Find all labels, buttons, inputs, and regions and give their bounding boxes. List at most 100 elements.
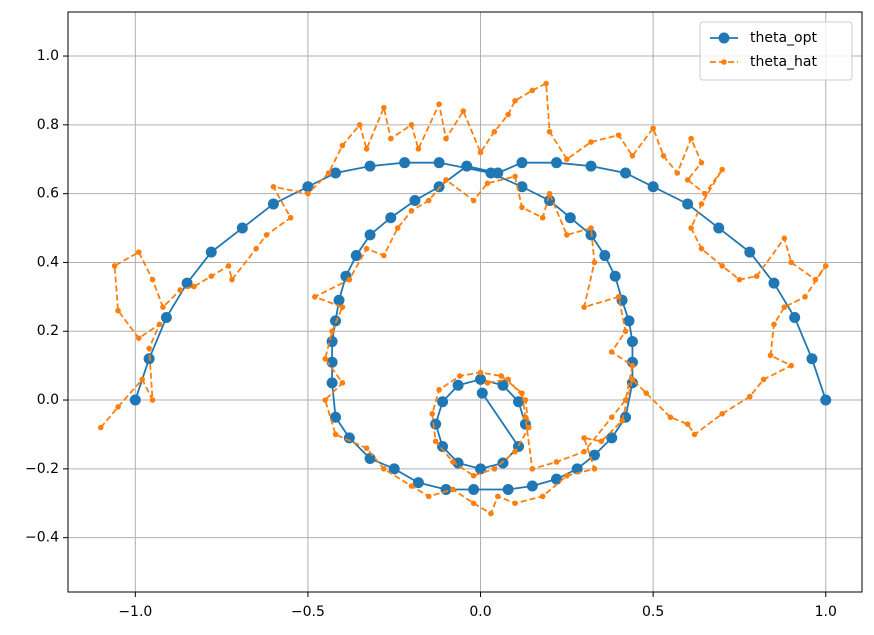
- marker: [488, 510, 494, 517]
- x-tick-label: 0.0: [469, 604, 491, 620]
- marker: [149, 276, 156, 283]
- marker: [475, 373, 487, 385]
- marker: [822, 263, 829, 269]
- marker: [688, 225, 694, 231]
- marker: [425, 493, 432, 500]
- marker: [698, 159, 705, 166]
- marker: [115, 404, 121, 410]
- marker: [768, 277, 780, 289]
- marker: [526, 480, 538, 492]
- marker: [719, 166, 725, 173]
- marker: [363, 146, 370, 152]
- marker: [519, 204, 525, 211]
- y-tick-label: −0.2: [25, 461, 59, 477]
- marker: [387, 135, 394, 142]
- marker: [408, 483, 415, 489]
- marker: [350, 250, 362, 262]
- marker: [788, 259, 795, 266]
- marker: [564, 232, 570, 238]
- marker: [622, 328, 629, 335]
- legend-box: [699, 21, 853, 81]
- marker: [412, 477, 424, 489]
- marker: [760, 376, 767, 383]
- marker: [452, 457, 464, 469]
- marker: [529, 87, 536, 94]
- marker: [287, 214, 294, 221]
- marker: [512, 97, 518, 104]
- y-tick-label: 0.4: [37, 254, 59, 270]
- marker: [684, 421, 691, 427]
- legend-marker: [721, 59, 727, 65]
- marker: [767, 352, 774, 359]
- marker: [470, 500, 477, 507]
- marker: [546, 128, 553, 135]
- marker: [544, 195, 556, 207]
- marker: [476, 387, 488, 399]
- marker: [806, 353, 818, 365]
- marker: [339, 304, 346, 310]
- marker: [115, 307, 121, 314]
- marker: [529, 466, 536, 472]
- marker: [505, 376, 511, 383]
- marker: [450, 486, 456, 493]
- marker: [437, 440, 449, 452]
- marker: [788, 362, 795, 369]
- marker: [629, 376, 636, 383]
- marker: [346, 276, 353, 283]
- marker: [581, 304, 587, 310]
- marker: [229, 276, 235, 283]
- marker: [333, 294, 345, 306]
- marker: [452, 379, 464, 391]
- x-tick-label: 0.5: [642, 604, 664, 620]
- marker: [789, 311, 801, 323]
- x-tick-label: 1.0: [815, 604, 837, 620]
- y-tick-label: 1.0: [37, 48, 59, 64]
- marker: [363, 245, 370, 252]
- marker: [363, 445, 370, 452]
- marker: [191, 283, 197, 290]
- marker: [543, 80, 549, 87]
- marker: [139, 376, 146, 383]
- marker: [615, 294, 622, 300]
- marker: [436, 386, 442, 393]
- marker: [713, 222, 725, 234]
- marker: [443, 135, 449, 142]
- marker: [468, 483, 480, 495]
- marker: [253, 245, 259, 252]
- marker: [588, 139, 594, 145]
- marker: [615, 132, 622, 138]
- marker: [305, 190, 311, 197]
- marker: [326, 377, 338, 389]
- marker: [461, 160, 473, 172]
- marker: [650, 125, 656, 132]
- marker: [802, 294, 808, 300]
- legend-marker: [718, 32, 730, 44]
- marker: [484, 180, 491, 187]
- marker: [539, 214, 546, 221]
- marker: [516, 181, 528, 193]
- marker: [781, 304, 788, 310]
- marker: [267, 198, 279, 210]
- marker: [550, 473, 562, 485]
- marker: [388, 463, 400, 475]
- marker: [436, 101, 442, 107]
- marker: [177, 287, 183, 293]
- marker: [146, 345, 152, 352]
- marker: [812, 276, 819, 283]
- marker: [623, 315, 635, 327]
- marker: [343, 432, 355, 444]
- marker: [564, 212, 576, 224]
- marker: [550, 157, 562, 169]
- marker: [643, 390, 650, 396]
- marker: [364, 160, 376, 172]
- marker: [626, 336, 638, 348]
- marker: [598, 438, 605, 445]
- marker: [470, 472, 477, 479]
- marker: [522, 397, 529, 403]
- marker: [674, 170, 681, 176]
- marker: [408, 208, 415, 214]
- marker: [698, 245, 705, 252]
- marker: [312, 294, 318, 300]
- marker: [781, 235, 788, 242]
